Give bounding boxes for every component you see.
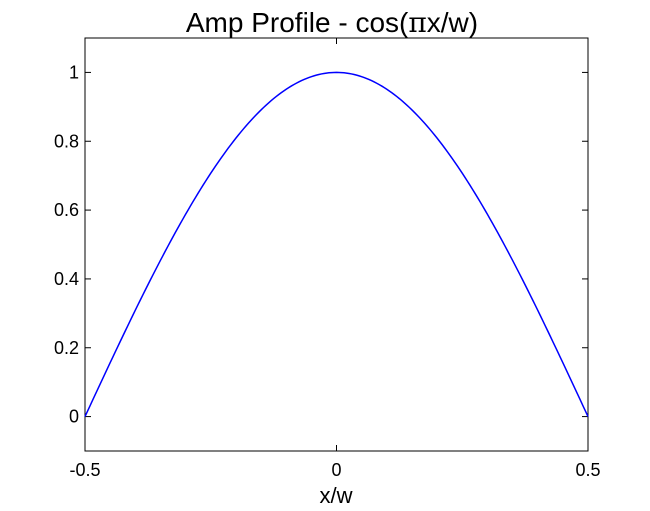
x-tick-label: 0 (331, 460, 341, 480)
ticks-layer: -0.5 0 0.5 0 0.2 0.4 0.6 0.8 1 (54, 38, 601, 480)
chart-title-pi: π (408, 6, 426, 39)
series-layer (84, 71, 589, 417)
x-tick-label: 0.5 (575, 460, 600, 480)
y-tick-label: 1 (69, 62, 79, 82)
y-tick-label: 0.2 (54, 338, 79, 358)
x-axis-label: x/w (320, 483, 353, 508)
x-tick-label: -0.5 (69, 460, 100, 480)
chart-title-rest: x/w) (427, 7, 478, 38)
y-tick-label: 0.8 (54, 131, 79, 151)
chart-title-main: Amp Profile - cos( (186, 7, 409, 38)
y-tick-label: 0.4 (54, 269, 79, 289)
series-line-cos (84, 71, 589, 417)
y-tick-label: 0.6 (54, 200, 79, 220)
y-tick-label: 0 (69, 407, 79, 427)
plot-area-frame (84, 37, 589, 452)
chart-title: Amp Profile - cos(πx/w) (186, 6, 478, 39)
